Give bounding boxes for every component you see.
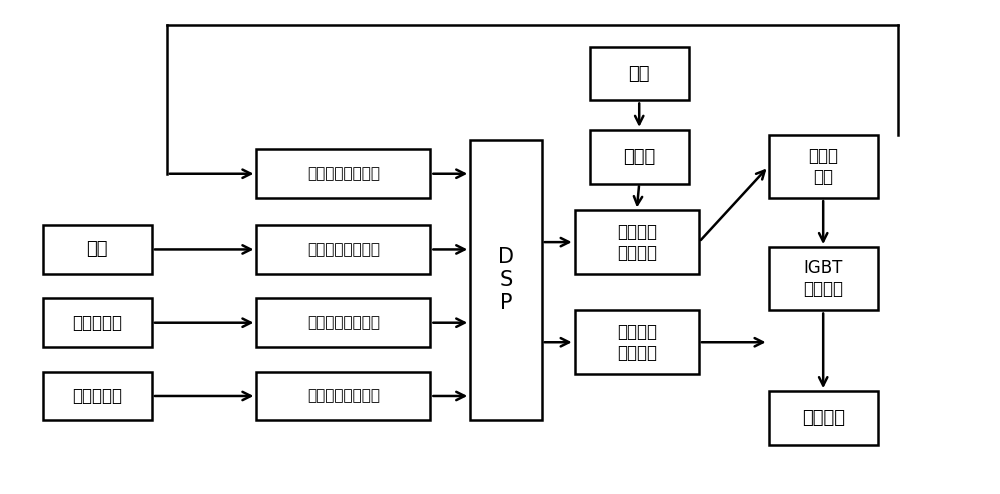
FancyBboxPatch shape: [43, 298, 152, 347]
FancyBboxPatch shape: [43, 371, 152, 420]
Text: 电网电压检测电路: 电网电压检测电路: [307, 242, 380, 257]
FancyBboxPatch shape: [470, 139, 542, 420]
FancyBboxPatch shape: [575, 210, 699, 274]
FancyBboxPatch shape: [769, 391, 878, 445]
FancyBboxPatch shape: [575, 311, 699, 374]
FancyBboxPatch shape: [769, 247, 878, 311]
FancyBboxPatch shape: [590, 47, 689, 100]
Text: 机构线圈: 机构线圈: [802, 409, 845, 427]
FancyBboxPatch shape: [256, 149, 430, 198]
FancyBboxPatch shape: [256, 225, 430, 274]
Text: 电网: 电网: [87, 241, 108, 258]
Text: 电网: 电网: [628, 65, 650, 82]
Text: 电容充电
控制单元: 电容充电 控制单元: [617, 223, 657, 261]
FancyBboxPatch shape: [256, 298, 430, 347]
Text: D
S
P: D S P: [498, 247, 514, 313]
Text: 储能电
容器: 储能电 容器: [808, 147, 838, 186]
Text: 触头行程检测电路: 触头行程检测电路: [307, 315, 380, 330]
Text: 电容电压检测电路: 电容电压检测电路: [307, 166, 380, 181]
Text: 行程传感器: 行程传感器: [72, 314, 122, 331]
FancyBboxPatch shape: [590, 130, 689, 183]
FancyBboxPatch shape: [43, 225, 152, 274]
Text: IGBT
整流电路: IGBT 整流电路: [803, 259, 843, 298]
Text: 整流桥: 整流桥: [623, 148, 655, 165]
Text: 电力电子
控制单元: 电力电子 控制单元: [617, 323, 657, 362]
FancyBboxPatch shape: [256, 371, 430, 420]
Text: 线圈电流检测电路: 线圈电流检测电路: [307, 388, 380, 404]
Text: 霍尔传感器: 霍尔传感器: [72, 387, 122, 405]
FancyBboxPatch shape: [769, 135, 878, 198]
